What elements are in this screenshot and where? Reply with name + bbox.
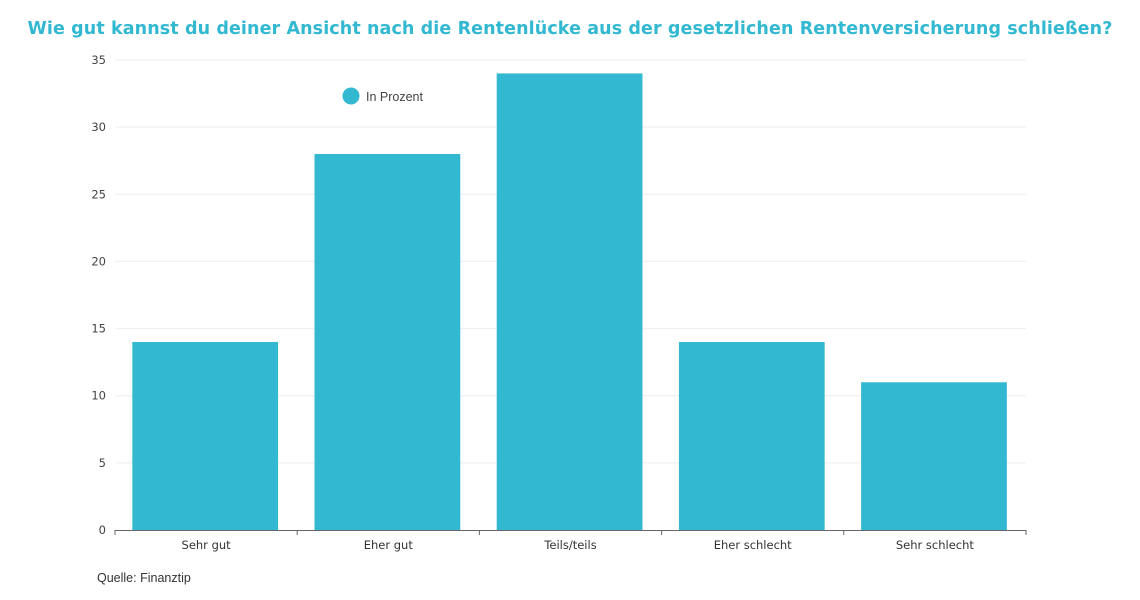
x-axis: Sehr gut Eher gut Teils/teils Eher schlecht… (114, 530, 1027, 552)
y-axis: 0 5 10 15 20 25 30 35 (91, 53, 106, 537)
legend-label: In Prozent (366, 90, 424, 104)
y-tick-label: 30 (91, 120, 106, 134)
bar-teils-teils (496, 73, 643, 530)
legend-marker-icon (342, 87, 360, 105)
x-tick-label: Eher gut (364, 538, 414, 552)
bars (132, 73, 1007, 530)
y-tick-label: 20 (91, 254, 106, 268)
y-tick-label: 0 (99, 523, 106, 537)
legend[interactable]: In Prozent (342, 87, 424, 105)
x-tick-label: Teils/teils (543, 538, 596, 552)
x-tick-label: Sehr gut (182, 538, 232, 552)
source-note: Quelle: Finanztip (97, 571, 191, 585)
bar-sehr-schlecht (861, 382, 1007, 530)
x-tick-label: Eher schlecht (714, 538, 792, 552)
x-tick-label: Sehr schlecht (896, 538, 975, 552)
y-tick-label: 25 (91, 187, 106, 201)
y-tick-label: 10 (91, 389, 106, 403)
y-tick-label: 35 (91, 53, 106, 67)
y-tick-label: 5 (99, 456, 106, 470)
bar-sehr-gut (132, 342, 279, 530)
bar-eher-schlecht (678, 342, 825, 530)
y-tick-label: 15 (91, 322, 106, 336)
chart-title: Wie gut kannst du deiner Ansicht nach di… (27, 19, 1113, 39)
bar-eher-gut (314, 154, 461, 530)
